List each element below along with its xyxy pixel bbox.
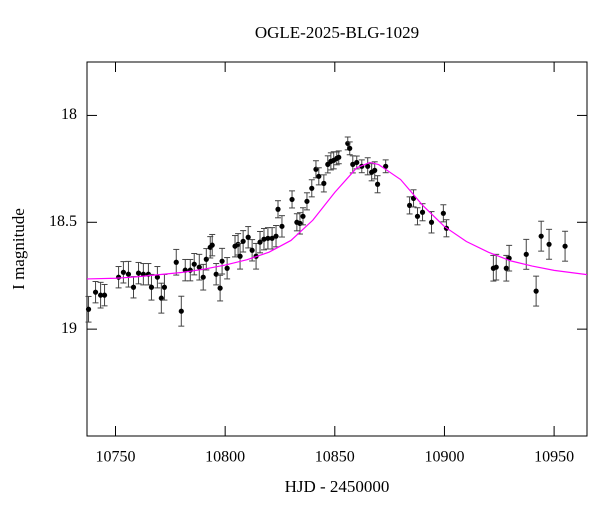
data-point [523, 251, 529, 257]
data-point [115, 274, 122, 280]
data-point [203, 256, 209, 262]
data-point [261, 236, 267, 242]
y-tick-label: 18.5 [49, 213, 77, 230]
data-point [217, 285, 223, 291]
data-point [546, 241, 552, 247]
data-point [562, 243, 568, 249]
data-point [419, 209, 426, 215]
data-point [316, 173, 322, 179]
data-point [440, 210, 446, 216]
data-point [257, 239, 263, 245]
data-point [209, 242, 215, 248]
x-tick-label: 10950 [534, 449, 574, 466]
data-point [101, 292, 108, 298]
data-point [347, 145, 353, 151]
data-point [196, 264, 202, 270]
data-point [125, 271, 132, 277]
data-point [97, 292, 104, 298]
data-point [414, 213, 421, 219]
data-point [533, 288, 539, 294]
data-point [275, 206, 281, 212]
data-point [300, 213, 306, 219]
data-point [428, 219, 435, 225]
data-point [383, 163, 389, 169]
data-point [538, 233, 544, 239]
data-point [224, 265, 230, 271]
data-point [273, 233, 279, 239]
x-axis-label: HJD - 2450000 [285, 477, 390, 496]
data-point [130, 284, 137, 290]
data-point [158, 295, 164, 301]
data-point [374, 181, 381, 187]
data-point [191, 261, 197, 267]
data-point [289, 196, 295, 203]
data-point [120, 269, 127, 275]
x-tick-label: 10750 [96, 449, 136, 466]
data-point [350, 161, 356, 167]
data-point [245, 234, 251, 240]
data-point [178, 308, 184, 314]
data-point [148, 284, 155, 290]
data-point [279, 223, 285, 229]
x-tick-label: 10900 [424, 449, 464, 466]
y-tick-label: 18 [61, 106, 77, 123]
data-point [321, 180, 327, 186]
data-point [219, 258, 225, 264]
data-point [161, 284, 168, 290]
data-point [249, 247, 255, 253]
y-tick-label: 19 [61, 320, 77, 337]
model-curve [87, 161, 587, 280]
x-tick-label: 10850 [315, 449, 355, 466]
data-point [154, 274, 160, 280]
data-point [265, 235, 271, 241]
data-point [240, 238, 246, 244]
data-point [503, 265, 509, 271]
data-point [304, 198, 310, 204]
data-point [309, 185, 315, 191]
data-point [85, 306, 92, 312]
data-point [92, 289, 99, 295]
data-point [173, 259, 179, 265]
chart-title: OGLE-2025-BLG-1029 [255, 23, 419, 42]
data-point [336, 154, 342, 160]
plot-frame [86, 61, 588, 437]
data-point [372, 167, 378, 173]
y-axis-label: I magnitude [9, 208, 28, 290]
x-tick-label: 10800 [205, 449, 245, 466]
data-point [365, 163, 371, 169]
data-point [269, 235, 275, 241]
data-point [213, 271, 219, 277]
data-point [200, 274, 206, 280]
data-point [237, 253, 243, 259]
data-point [135, 270, 142, 276]
data-point [354, 159, 360, 166]
data-point [493, 264, 499, 270]
